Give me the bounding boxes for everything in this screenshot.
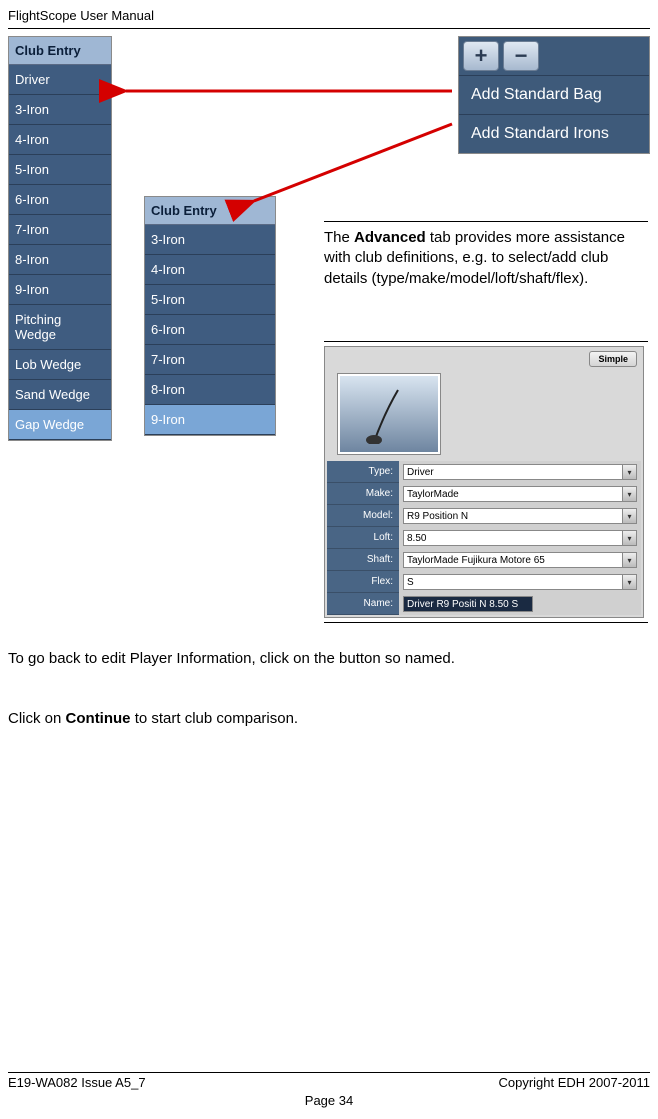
doc-header: FlightScope User Manual [8,8,650,23]
label-flex: Flex: [327,571,399,593]
dropdown-icon[interactable]: ▾ [623,574,637,590]
form-rows: Type: Driver ▾ Make: TaylorMade ▾ Model: [327,461,641,615]
value-flex[interactable]: S [403,574,623,590]
club-item-selected[interactable]: 9-Iron [145,405,275,435]
value-model[interactable]: R9 Position N [403,508,623,524]
footer-left: E19-WA082 Issue A5_7 [8,1075,146,1090]
footer: E19-WA082 Issue A5_7 Copyright EDH 2007-… [8,1075,650,1111]
value-shaft[interactable]: TaylorMade Fujikura Motore 65 [403,552,623,568]
advanced-panel-wrap: Simple Type: Driver ▾ [324,341,648,623]
label-model: Model: [327,505,399,527]
form-row-shaft: Shaft: TaylorMade Fujikura Motore 65 ▾ [327,549,641,571]
form-row-flex: Flex: S ▾ [327,571,641,593]
label-loft: Loft: [327,527,399,549]
simple-tab[interactable]: Simple [589,351,637,367]
footer-right: Copyright EDH 2007-2011 [498,1075,650,1090]
form-row-model: Model: R9 Position N ▾ [327,505,641,527]
hr [324,622,648,623]
club-photo [337,373,441,455]
form-row-type: Type: Driver ▾ [327,461,641,483]
label-name: Name: [327,593,399,615]
value-name[interactable]: Driver R9 Positi N 8.50 S [403,596,533,612]
advanced-description: The Advanced tab provides more assistanc… [324,228,648,289]
club-item[interactable]: 7-Iron [145,345,275,375]
club-item[interactable]: Pitching Wedge [9,305,111,350]
club-item-selected[interactable]: Gap Wedge [9,410,111,440]
dropdown-icon[interactable]: ▾ [623,508,637,524]
body-para-1: To go back to edit Player Information, c… [8,650,650,667]
hr [324,221,648,222]
club-item[interactable]: Sand Wedge [9,380,111,410]
form-row-make: Make: TaylorMade ▾ [327,483,641,505]
label-shaft: Shaft: [327,549,399,571]
value-make[interactable]: TaylorMade [403,486,623,502]
advanced-panel: Simple Type: Driver ▾ [324,346,644,618]
value-type[interactable]: Driver [403,464,623,480]
hr-bottom [8,1072,650,1073]
footer-center: Page 34 [8,1093,650,1108]
club-item[interactable]: 6-Iron [145,315,275,345]
club-image [340,376,438,452]
label-type: Type: [327,461,399,483]
dropdown-icon[interactable]: ▾ [623,464,637,480]
dropdown-icon[interactable]: ▾ [623,530,637,546]
form-row-loft: Loft: 8.50 ▾ [327,527,641,549]
form-row-name: Name: Driver R9 Positi N 8.50 S [327,593,641,615]
club-item[interactable]: Lob Wedge [9,350,111,380]
arrow-2 [254,124,452,201]
dropdown-icon[interactable]: ▾ [623,552,637,568]
hr-top [8,28,650,29]
dropdown-icon[interactable]: ▾ [623,486,637,502]
label-make: Make: [327,483,399,505]
value-loft[interactable]: 8.50 [403,530,623,546]
club-item[interactable]: 8-Iron [145,375,275,405]
body-para-2: Click on Continue to start club comparis… [8,710,650,727]
advanced-text-block: The Advanced tab provides more assistanc… [324,221,648,289]
